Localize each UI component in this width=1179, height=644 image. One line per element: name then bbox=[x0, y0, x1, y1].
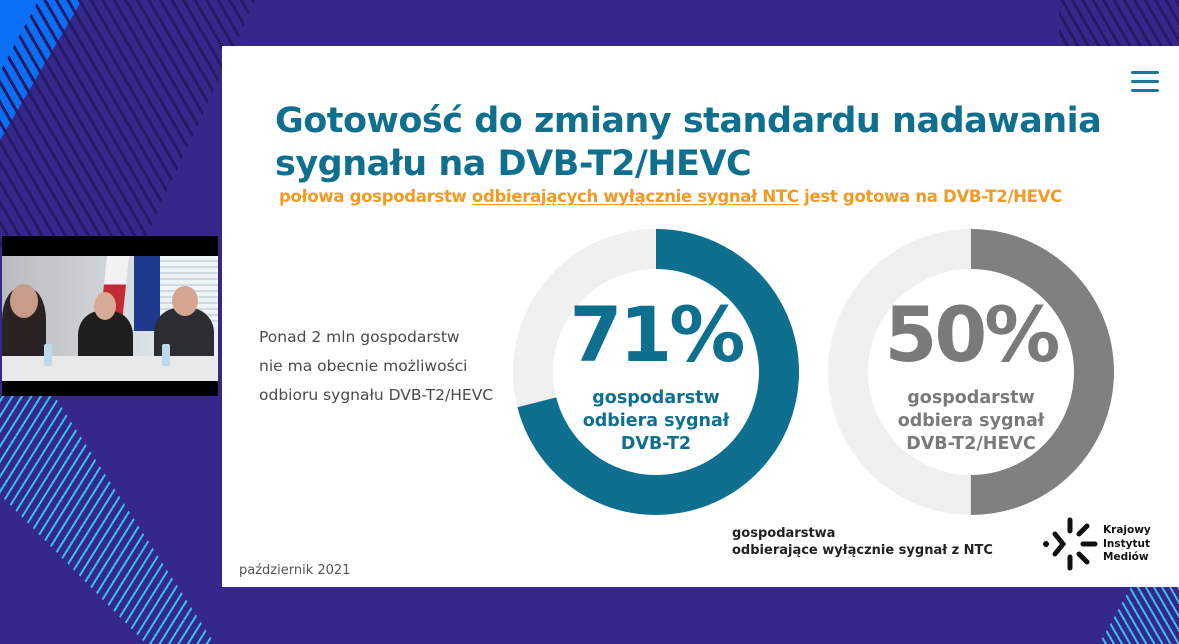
video-feed[interactable] bbox=[2, 236, 218, 396]
video-frame bbox=[2, 256, 218, 381]
slide-subtitle: połowa gospodarstw odbierających wyłączn… bbox=[279, 187, 1062, 206]
kim-logo-icon bbox=[1043, 517, 1098, 571]
donut-label: gospodarstw odbiera sygnał DVB-T2 bbox=[511, 387, 801, 456]
donut-percentage: 71% bbox=[569, 290, 746, 379]
subtitle-part-3: jest gotowa na DVB-T2/HEVC bbox=[798, 187, 1062, 206]
donut-label-line: odbiera sygnał bbox=[897, 411, 1045, 431]
donut-label-line: DVB-T2/HEVC bbox=[906, 434, 1036, 454]
logo-text-line: Mediów bbox=[1103, 551, 1149, 563]
subtitle-part-1: połowa gospodarstw bbox=[279, 187, 472, 206]
side-note-line-3: odbioru sygnału DVB-T2/HEVC bbox=[259, 386, 494, 404]
donut-label-line: odbiera sygnał bbox=[582, 411, 730, 431]
conference-table bbox=[2, 356, 218, 381]
slide-title: Gotowość do zmiany standardu nadawania s… bbox=[275, 100, 1102, 186]
slide-date: październik 2021 bbox=[239, 563, 351, 578]
donut-ring-50 bbox=[828, 229, 1114, 515]
logo-text-line: Krajowy bbox=[1103, 524, 1151, 536]
side-note: Ponad 2 mln gospodarstw nie ma obecnie m… bbox=[259, 323, 519, 410]
donut-ring-71 bbox=[513, 229, 799, 515]
background-dark-stripes bbox=[0, 0, 260, 250]
donut-chart-dvb-t2: 71% gospodarstw odbiera sygnał DVB-T2 bbox=[511, 227, 801, 517]
footnote-line-1: gospodarstwa bbox=[732, 526, 836, 541]
donut-label-line: DVB-T2 bbox=[620, 434, 692, 454]
hamburger-menu-icon[interactable] bbox=[1131, 71, 1159, 95]
water-bottle bbox=[162, 344, 170, 366]
side-note-line-2: nie ma obecnie możliwości bbox=[259, 357, 468, 375]
donut-label-line: gospodarstw bbox=[907, 388, 1035, 408]
donut-chart-dvb-t2-hevc: 50% gospodarstw odbiera sygnał DVB-T2/HE… bbox=[826, 227, 1116, 517]
donut-label-line: gospodarstw bbox=[592, 388, 720, 408]
logo-text-line: Instytut bbox=[1103, 537, 1151, 550]
footnote-line-2: odbierające wyłącznie sygnał z NTC bbox=[732, 543, 993, 558]
donut-percentage: 50% bbox=[884, 290, 1061, 379]
background-bottom-right-stripes bbox=[1099, 587, 1179, 644]
background-cyan-stripes bbox=[0, 395, 215, 644]
panelist-left-head bbox=[10, 284, 38, 318]
title-line-1: Gotowość do zmiany standardu nadawania bbox=[275, 101, 1102, 141]
water-bottle bbox=[44, 344, 52, 366]
chart-footnote: gospodarstwa odbierające wyłącznie sygna… bbox=[732, 525, 993, 559]
logo-text: Krajowy Instytut Mediów bbox=[1103, 524, 1151, 565]
panelist-center-head bbox=[94, 292, 116, 320]
subtitle-underlined: odbierających wyłącznie sygnał NTC bbox=[471, 187, 799, 206]
panelist-right-head bbox=[172, 286, 198, 316]
presentation-slide: Gotowość do zmiany standardu nadawania s… bbox=[222, 46, 1179, 587]
title-line-2: sygnału na DVB-T2/HEVC bbox=[275, 144, 752, 184]
donut-label: gospodarstw odbiera sygnał DVB-T2/HEVC bbox=[826, 387, 1116, 456]
side-note-line-1: Ponad 2 mln gospodarstw bbox=[259, 328, 460, 346]
eu-flag bbox=[134, 256, 160, 331]
background-top-right-stripes bbox=[1059, 0, 1179, 46]
kim-logo: Krajowy Instytut Mediów bbox=[1040, 514, 1170, 574]
